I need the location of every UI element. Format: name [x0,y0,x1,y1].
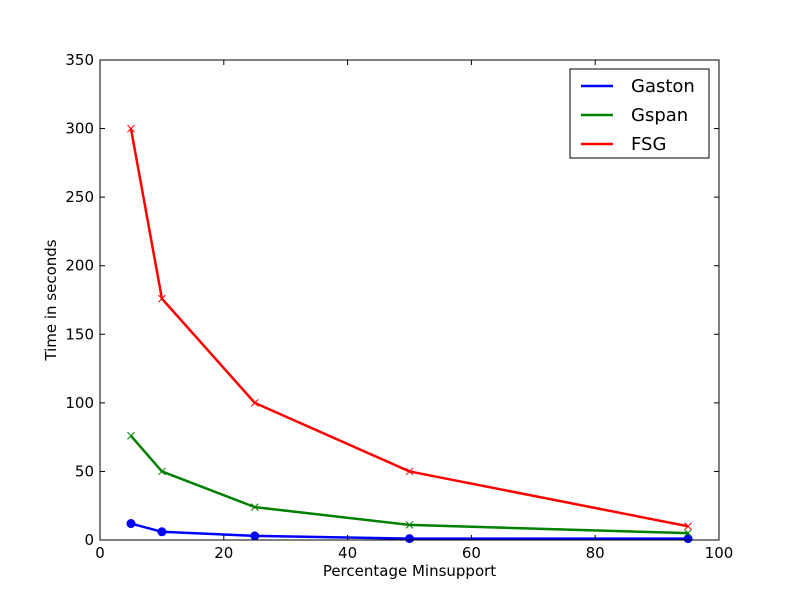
y-tick-label: 250 [65,188,94,206]
x-tick-label: 20 [214,544,233,562]
legend-label: Gspan [631,105,688,126]
data-point [684,529,692,537]
data-point [157,527,167,537]
legend-item-fsg: FSG [581,134,666,155]
x-tick-label: 0 [95,544,105,562]
data-point [405,534,414,544]
legend-label: Gaston [631,76,695,97]
plot-frame [99,59,720,541]
legend-item-gspan: Gspan [581,105,688,126]
x-tick-label: 40 [338,544,357,562]
series-layer [126,124,693,544]
data-point [127,431,135,440]
data-point [250,531,260,541]
series-fsg [127,124,692,531]
ticks-layer: 0 20 40 60 80 100 0 50 100 150 200 250 300 350 [65,51,733,562]
data-point [158,294,166,303]
legend-item-gaston: Gaston [581,76,695,97]
data-point [683,534,693,544]
legend-label: FSG [631,134,666,155]
data-point [405,521,414,529]
data-point [158,467,166,476]
series-gaston [126,519,693,544]
data-point [127,124,135,133]
y-tick-label: 200 [65,257,94,275]
x-tick-label: 80 [586,544,605,562]
y-tick-label: 150 [65,325,94,343]
x-tick-label: 60 [462,544,481,562]
y-tick-label: 0 [84,531,94,549]
y-tick-label: 300 [65,120,94,138]
data-point [250,503,259,511]
data-point [250,399,259,407]
data-point [684,522,692,531]
series-gspan [127,431,692,537]
y-tick-label: 50 [75,462,94,480]
y-tick-label: 100 [65,394,94,412]
data-point [405,467,414,476]
y-tick-label: 350 [65,51,94,69]
x-tick-label: 100 [705,544,734,562]
x-axis-label: Percentage Minsupport [323,562,496,580]
legend: Gaston Gspan FSG [569,68,710,159]
y-axis-label: Time in seconds [42,239,60,361]
data-point [126,519,136,529]
